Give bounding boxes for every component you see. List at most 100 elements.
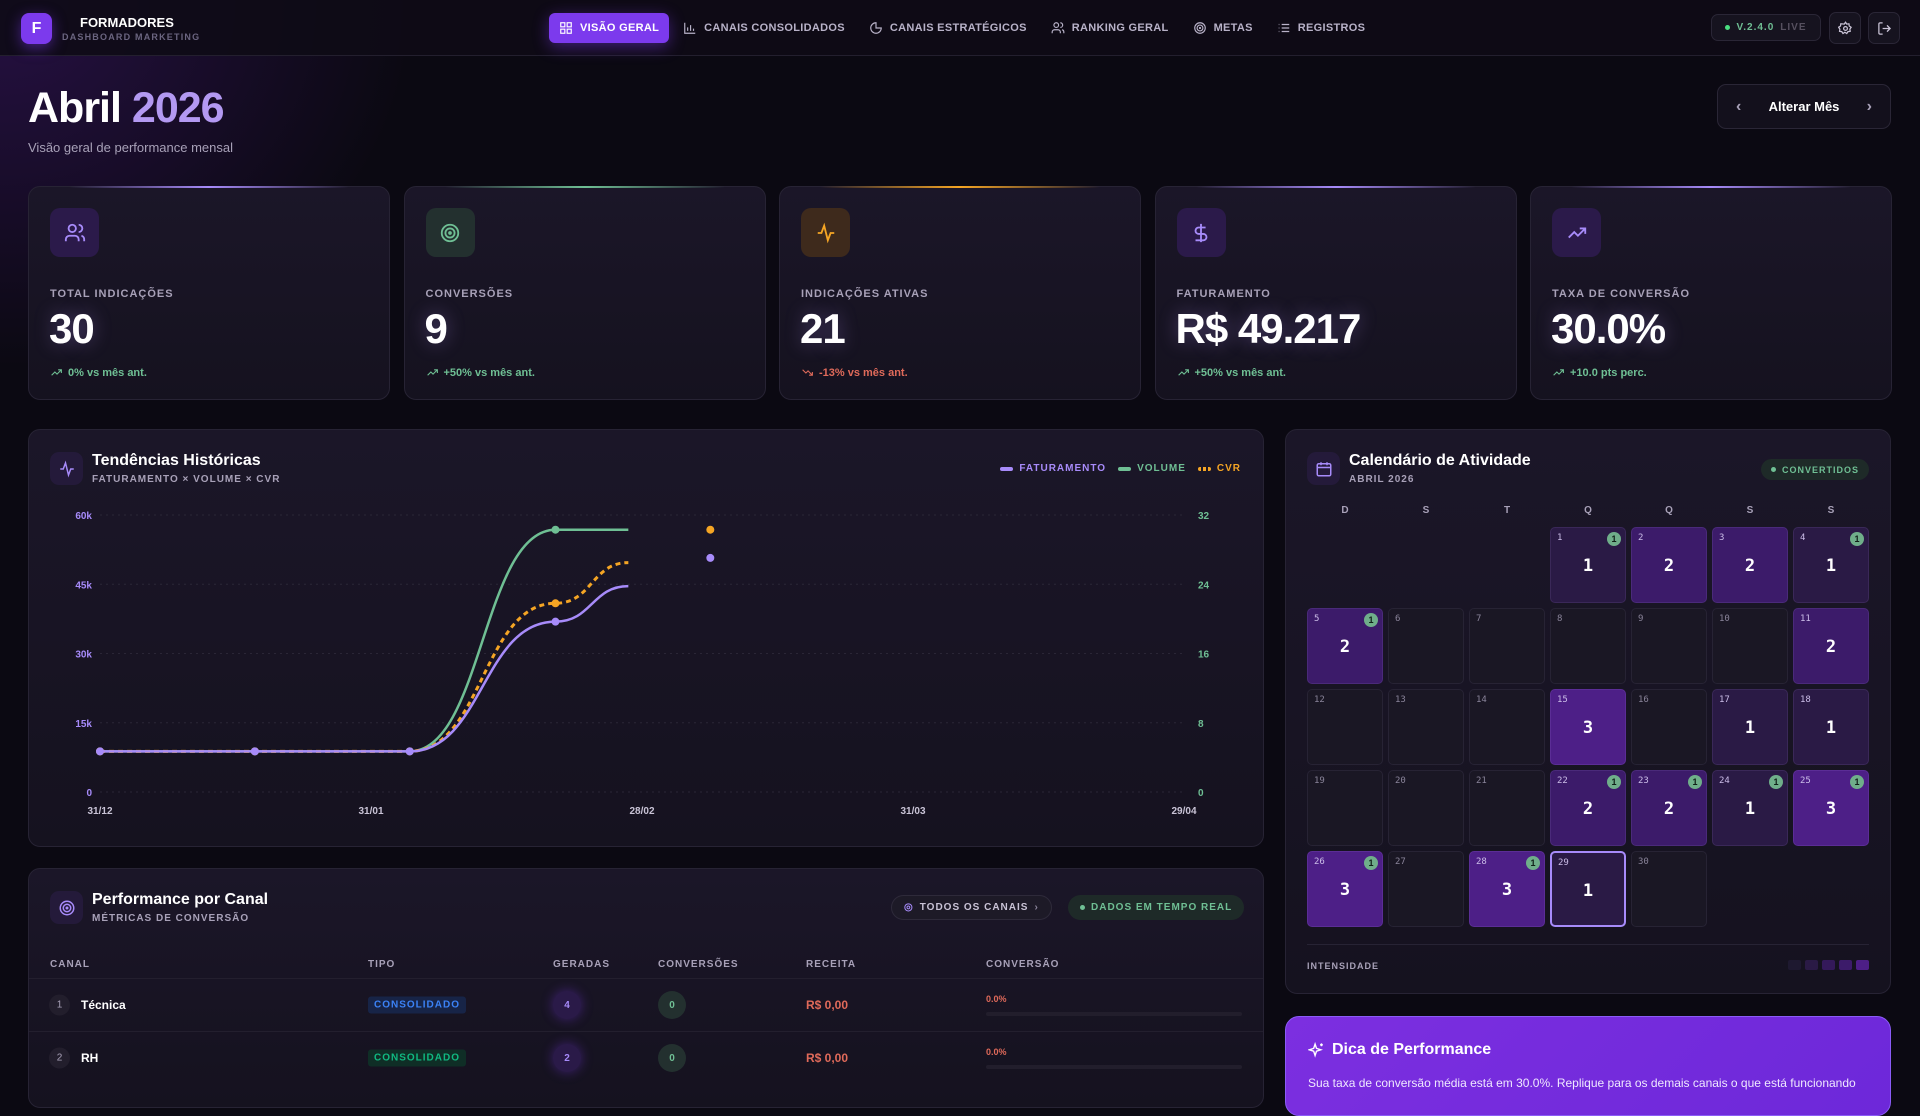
x-tick: 28/02: [629, 806, 654, 817]
data-point-volume[interactable]: [551, 525, 560, 534]
day-number: 15: [1557, 695, 1568, 705]
conversion-badge: 1: [1850, 532, 1864, 546]
data-point-cvr[interactable]: [551, 599, 560, 608]
kpi-card: TOTAL INDICAÇÕES 30 0% vs mês ant.: [28, 186, 390, 400]
accent-line: [69, 186, 349, 188]
table-row[interactable]: 1 Técnica CONSOLIDADO 4 0 R$ 0,00 0.0%: [29, 978, 1263, 1031]
calendar-title: Calendário de Atividade: [1349, 452, 1531, 469]
calendar-day[interactable]: 7: [1469, 608, 1545, 684]
day-number: 3: [1719, 533, 1725, 543]
channel-name: Técnica: [81, 998, 126, 1012]
calendar-day[interactable]: 18 1: [1793, 689, 1869, 765]
conversion-badge: 1: [1850, 775, 1864, 789]
y-right-tick: 24: [1198, 580, 1210, 591]
nav-tabs: VISÃO GERAL CANAIS CONSOLIDADOS CANAIS E…: [549, 13, 1375, 43]
calendar-day[interactable]: 12: [1307, 689, 1383, 765]
chevron-right-icon[interactable]: ›: [1866, 97, 1872, 115]
page-title: Abril 2026: [28, 84, 225, 133]
calendar-day[interactable]: 19: [1307, 770, 1383, 846]
calendar-day[interactable]: 8: [1550, 608, 1626, 684]
kpi-label: CONVERSÕES: [425, 288, 514, 300]
calendar-day[interactable]: 13: [1388, 689, 1464, 765]
calendar-day[interactable]: 9: [1631, 608, 1707, 684]
calendar-day[interactable]: 6: [1388, 608, 1464, 684]
type-badge: CONSOLIDADO: [368, 996, 466, 1014]
tab-metas[interactable]: METAS: [1183, 13, 1263, 43]
list-icon: [1278, 23, 1289, 33]
settings-button[interactable]: [1829, 12, 1861, 44]
tab-canais-estrategicos[interactable]: CANAIS ESTRATÉGICOS: [859, 13, 1037, 43]
tab-label: METAS: [1213, 22, 1253, 34]
y-left-tick: 30k: [75, 650, 92, 661]
table-row[interactable]: 2 RH CONSOLIDADO 2 0 R$ 0,00 0.0%: [29, 1031, 1263, 1084]
data-point-faturamento[interactable]: [706, 553, 715, 562]
day-count: 1: [1582, 881, 1594, 901]
trends-card: Tendências Históricas FATURAMENTO × VOLU…: [28, 429, 1264, 847]
data-point-cvr[interactable]: [706, 525, 715, 534]
calendar-day[interactable]: 11 2: [1793, 608, 1869, 684]
data-point-faturamento[interactable]: [250, 747, 259, 756]
day-number: 1: [1557, 533, 1563, 543]
tab-visao-geral[interactable]: VISÃO GERAL: [549, 13, 670, 43]
calendar-day[interactable]: 15 3: [1550, 689, 1626, 765]
x-tick: 31/01: [358, 806, 383, 817]
kpi-label: TOTAL INDICAÇÕES: [50, 288, 174, 300]
tab-ranking-geral[interactable]: RANKING GERAL: [1041, 13, 1179, 43]
calendar-day[interactable]: 24 1 1: [1712, 770, 1788, 846]
calendar-day[interactable]: 26 3 1: [1307, 851, 1383, 927]
calendar-day[interactable]: 30: [1631, 851, 1707, 927]
legend-faturamento: FATURAMENTO: [1000, 463, 1106, 474]
calendar-day[interactable]: 28 3 1: [1469, 851, 1545, 927]
channel-filter-button[interactable]: ◎ TODOS OS CANAIS ›: [891, 895, 1052, 920]
calendar-day[interactable]: 10: [1712, 608, 1788, 684]
y-right-tick: 16: [1198, 650, 1210, 661]
calendar-subtitle: ABRIL 2026: [1349, 474, 1415, 485]
day-number: 8: [1557, 614, 1563, 624]
data-point-faturamento[interactable]: [405, 747, 414, 756]
calendar-day[interactable]: 27: [1388, 851, 1464, 927]
logout-button[interactable]: [1868, 12, 1900, 44]
calendar-card: Calendário de Atividade ABRIL 2026 CONVE…: [1285, 429, 1891, 994]
calendar-day[interactable]: 17 1: [1712, 689, 1788, 765]
trends-chart: 0 0 15k 8 30k 16 45k 24 60k 32 31/12 31/01 28/02 31/0…: [75, 511, 1210, 817]
kpi-delta: +50% vs mês ant.: [426, 366, 535, 379]
tab-canais-consolidados[interactable]: CANAIS CONSOLIDADOS: [673, 13, 855, 43]
conversion-rate: 0.0%: [986, 994, 1242, 1016]
kpi-value: 21: [800, 305, 846, 352]
chevron-right-icon: ›: [1034, 902, 1039, 913]
data-point-faturamento[interactable]: [551, 617, 560, 626]
tab-label: REGISTROS: [1297, 22, 1366, 34]
dollar-icon: [1176, 208, 1226, 257]
y-right-tick: 8: [1198, 719, 1204, 730]
calendar-day[interactable]: 23 2 1: [1631, 770, 1707, 846]
tip-text: Sua taxa de conversão média está em 30.0…: [1308, 1076, 1856, 1090]
trends-subtitle: FATURAMENTO × VOLUME × CVR: [92, 474, 281, 485]
calendar-day[interactable]: 20: [1388, 770, 1464, 846]
day-number: 17: [1719, 695, 1730, 705]
conversion-badge: 1: [1364, 613, 1378, 627]
title-month: Abril: [28, 84, 122, 132]
calendar-day[interactable]: 29 1: [1550, 851, 1626, 927]
calendar-day[interactable]: 14: [1469, 689, 1545, 765]
intensity-label: INTENSIDADE: [1307, 961, 1380, 971]
accent-line: [820, 186, 1100, 188]
tab-registros[interactable]: REGISTROS: [1267, 13, 1376, 43]
data-point-faturamento[interactable]: [96, 747, 104, 756]
kpi-delta-text: +50% vs mês ant.: [1194, 366, 1286, 379]
logo: F: [21, 13, 52, 44]
calendar-day[interactable]: 21: [1469, 770, 1545, 846]
calendar-day[interactable]: 16: [1631, 689, 1707, 765]
tip-title: Dica de Performance: [1332, 1041, 1492, 1058]
trend-down-icon: [802, 369, 813, 376]
calendar-day[interactable]: 22 2 1: [1550, 770, 1626, 846]
day-count: 1: [1825, 718, 1837, 738]
trend-up-icon: [426, 369, 438, 376]
chevron-left-icon[interactable]: ‹: [1736, 97, 1742, 115]
calendar-day[interactable]: 25 3 1: [1793, 770, 1869, 846]
